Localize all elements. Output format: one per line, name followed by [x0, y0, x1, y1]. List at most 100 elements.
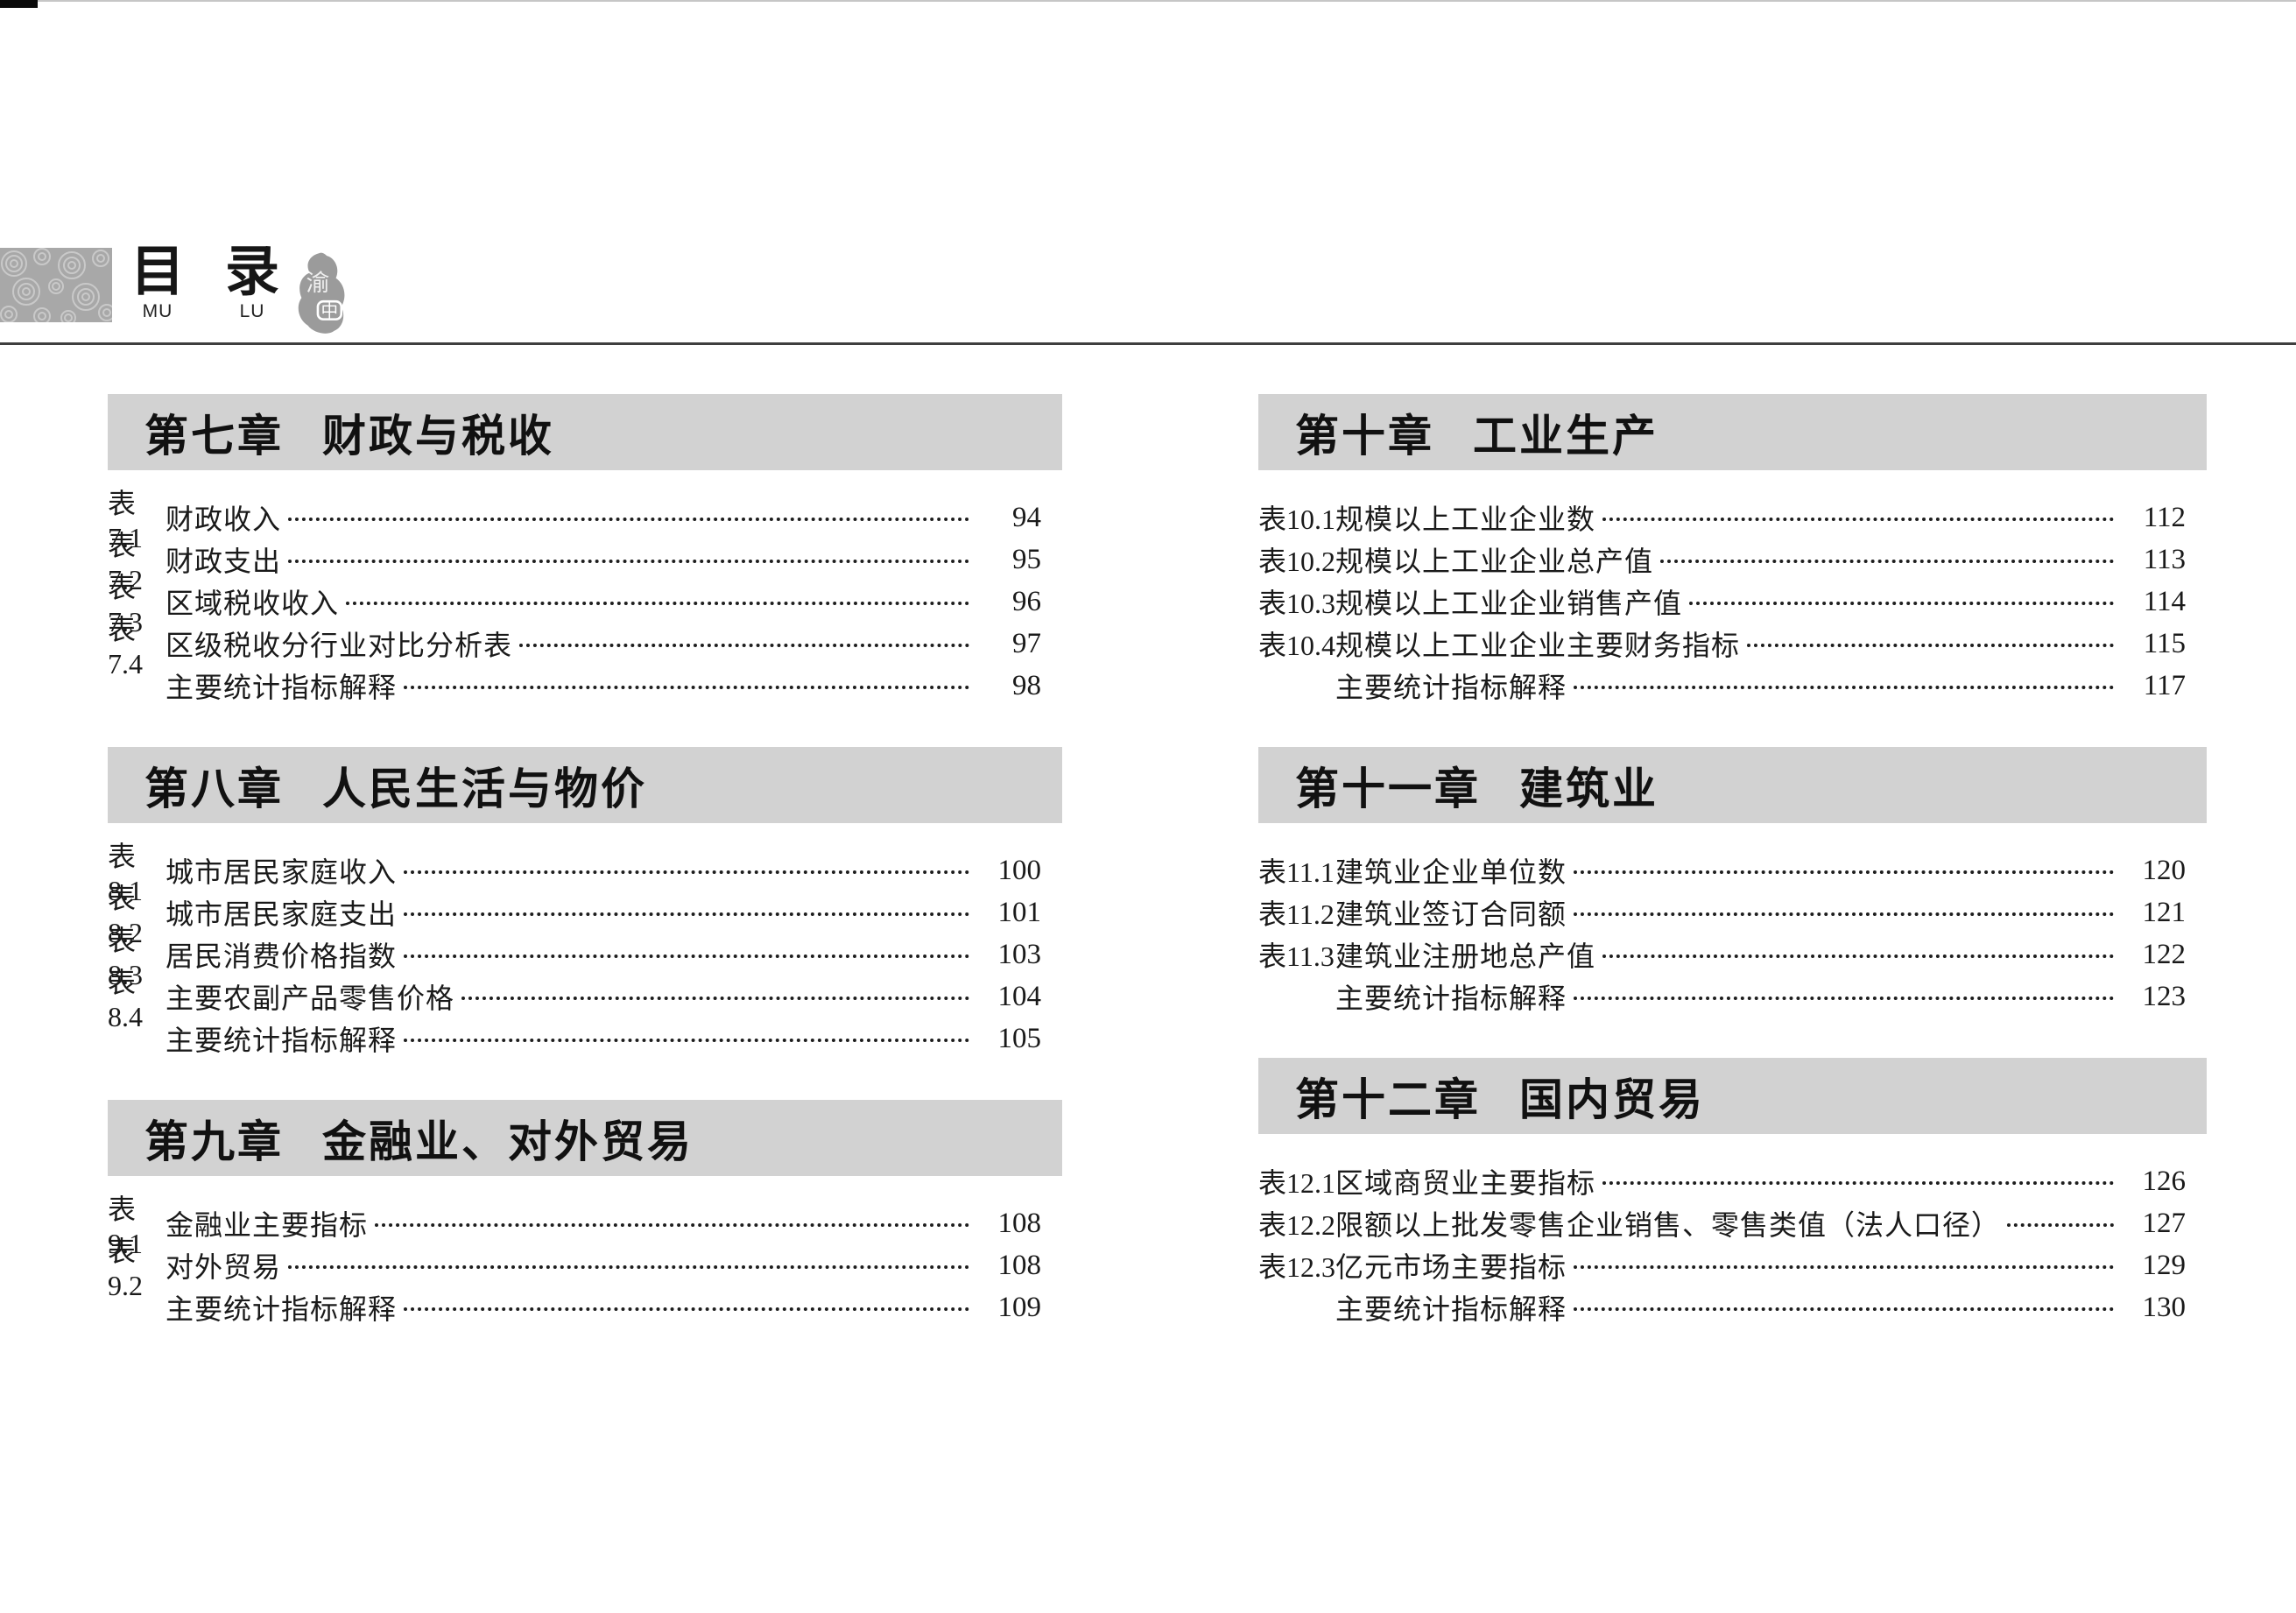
chapter-number: 第八章: [144, 764, 284, 814]
entry-title: 财政收入: [166, 504, 282, 535]
dot-leader: [1602, 518, 2114, 521]
entry-table-label: 表9.2: [108, 1235, 143, 1301]
entry-table-label: 表7.2: [108, 529, 143, 595]
entry-page-number: 126: [2142, 1165, 2187, 1197]
dot-leader: [1602, 954, 2114, 958]
entry-page-number: 123: [2142, 980, 2187, 1012]
entry-title: 对外贸易: [166, 1251, 282, 1283]
entry-list: 表8.1 城市居民家庭收入 100 表8.2 城市居民家庭支出 101 表8.3 居民消费价格…: [108, 841, 1062, 1060]
entry-title: 规模以上工业企业数: [1335, 504, 1596, 535]
dot-leader: [404, 912, 969, 916]
seal-char-box: [316, 299, 343, 320]
entry-page-number: 127: [2142, 1207, 2187, 1239]
entry-table-label: 表7.3: [108, 571, 143, 637]
toc-entry: 表7.1 财政收入 94: [108, 488, 1062, 553]
entry-page-number: 100: [997, 854, 1042, 886]
header-divider: [0, 342, 2296, 345]
toc-entry: 表11.3 建筑业注册地总产值 122: [1258, 933, 2207, 976]
entry-table-label: 表12.3: [1258, 1251, 1336, 1283]
toc-entry: 表12.3 亿元市场主要指标 129: [1258, 1244, 2207, 1286]
dot-leader: [404, 954, 969, 958]
toc-column-left: 第七章 财政与税收 表7.1 财政收入 94 表7.2 财政支出 95 表7.3 区域税收收入 96…: [108, 394, 1062, 1369]
seal-blob: [298, 252, 345, 334]
entry-list: 表11.1 建筑业企业单位数 120 表11.2 建筑业签订合同额 121 表11.3 建筑业…: [1258, 849, 2207, 1018]
entry-table-label: 表8.4: [108, 966, 143, 1032]
entry-list: 表9.1 金融业主要指标 108 表9.2 对外贸易 108 主要统计指标解释 109: [108, 1194, 1062, 1328]
toc-entry: 主要统计指标解释 109: [108, 1286, 1062, 1328]
toc-entry: 表8.4 主要农副产品零售价格 104: [108, 967, 1062, 1032]
entry-title: 主要农副产品零售价格: [166, 983, 455, 1014]
dot-leader: [1689, 602, 2114, 605]
entry-title: 财政支出: [166, 546, 282, 577]
entry-title: 主要统计指标解释: [1335, 1293, 1567, 1325]
entry-page-number: 105: [997, 1022, 1042, 1054]
entry-table-label: 表8.2: [108, 882, 143, 948]
entry-page-number: 96: [1012, 585, 1041, 617]
toc-entry: 表11.2 建筑业签订合同额 121: [1258, 891, 2207, 933]
dot-leader: [404, 1307, 969, 1311]
toc-entry: 表10.4 规模以上工业企业主要财务指标 115: [1258, 623, 2207, 665]
entry-table-label: 表11.1: [1258, 856, 1335, 888]
entry-page-number: 104: [997, 980, 1042, 1012]
entry-page-number: 109: [997, 1291, 1042, 1323]
dot-leader: [1574, 1307, 2114, 1311]
entry-table-label: 表10.4: [1258, 630, 1336, 661]
entry-page-number: 117: [2143, 669, 2186, 701]
dot-leader: [2007, 1223, 2114, 1227]
entry-page-number: 130: [2142, 1291, 2187, 1323]
entry-title: 城市居民家庭收入: [166, 856, 398, 888]
entry-table-label: 表7.4: [108, 613, 143, 680]
entry-page-number: 115: [2143, 627, 2186, 659]
toc-entry: 表11.1 建筑业企业单位数 120: [1258, 849, 2207, 891]
entry-table-label: 表7.1: [108, 487, 143, 553]
entry-title: 建筑业签订合同额: [1335, 898, 1567, 930]
entry-table-label: 表12.1: [1258, 1167, 1336, 1199]
seal-char-top: 渝: [306, 270, 330, 296]
scan-top-hairline: [0, 0, 2296, 2]
toc-entry: 主要统计指标解释 130: [1258, 1286, 2207, 1328]
toc-entry: 主要统计指标解释 98: [108, 665, 1062, 707]
entry-page-number: 108: [997, 1249, 1042, 1281]
dot-leader: [1747, 644, 2114, 647]
toc-entry: 表9.1 金融业主要指标 108: [108, 1194, 1062, 1259]
dot-leader: [346, 602, 969, 605]
entry-page-number: 112: [2143, 501, 2186, 533]
chapter-banner: 第九章 金融业、对外贸易: [108, 1100, 1062, 1176]
entry-title: 主要统计指标解释: [166, 1025, 398, 1056]
chapter-number: 第十一章: [1295, 764, 1481, 814]
dot-leader: [1574, 870, 2114, 874]
chapter-section: 第七章 财政与税收 表7.1 财政收入 94 表7.2 财政支出 95 表7.3 区域税收收入 96…: [108, 394, 1062, 707]
entry-title: 居民消费价格指数: [166, 940, 398, 972]
entry-page-number: 97: [1012, 627, 1041, 659]
chapter-title: 工业生产: [1473, 411, 1659, 461]
dot-leader: [1602, 1181, 2114, 1185]
dot-leader: [375, 1223, 969, 1227]
title-pinyin: MU: [142, 301, 173, 321]
chapter-title: 财政与税收: [322, 411, 554, 461]
toc-entry: 表9.2 对外贸易 108: [108, 1236, 1062, 1301]
toc-entry: 表8.3 居民消费价格指数 103: [108, 925, 1062, 990]
chapter-title: 人民生活与物价: [322, 764, 647, 814]
entry-title: 亿元市场主要指标: [1335, 1251, 1567, 1283]
chapter-section: 第十一章 建筑业表11.1 建筑业企业单位数 120 表11.2 建筑业签订合同额 121 表…: [1258, 747, 2207, 1018]
entry-title: 建筑业注册地总产值: [1335, 940, 1596, 972]
chapter-banner: 第十一章 建筑业: [1258, 747, 2207, 823]
entry-title: 主要统计指标解释: [166, 1293, 398, 1325]
entry-page-number: 95: [1012, 543, 1041, 575]
entry-page-number: 98: [1012, 669, 1041, 701]
dot-leader: [404, 870, 969, 874]
toc-entry: 表12.1 区域商贸业主要指标 126: [1258, 1160, 2207, 1202]
dot-leader: [288, 560, 969, 563]
entry-table-label: 表8.1: [108, 840, 143, 906]
entry-title: 限额以上批发零售企业销售、零售类值（法人口径）: [1335, 1209, 2001, 1241]
district-seal-graphic: 渝 中: [298, 252, 345, 334]
entry-title: 规模以上工业企业销售产值: [1335, 588, 1683, 619]
title-char-mu: 目 MU: [128, 245, 187, 321]
chapter-title: 建筑业: [1519, 764, 1659, 814]
entry-title: 区域商贸业主要指标: [1335, 1167, 1596, 1199]
chapter-section: 第九章 金融业、对外贸易表9.1 金融业主要指标 108 表9.2 对外贸易 108 主要统计…: [108, 1100, 1062, 1328]
entry-page-number: 108: [997, 1207, 1042, 1239]
entry-title: 主要统计指标解释: [1335, 983, 1567, 1014]
chapter-number: 第九章: [144, 1116, 284, 1166]
